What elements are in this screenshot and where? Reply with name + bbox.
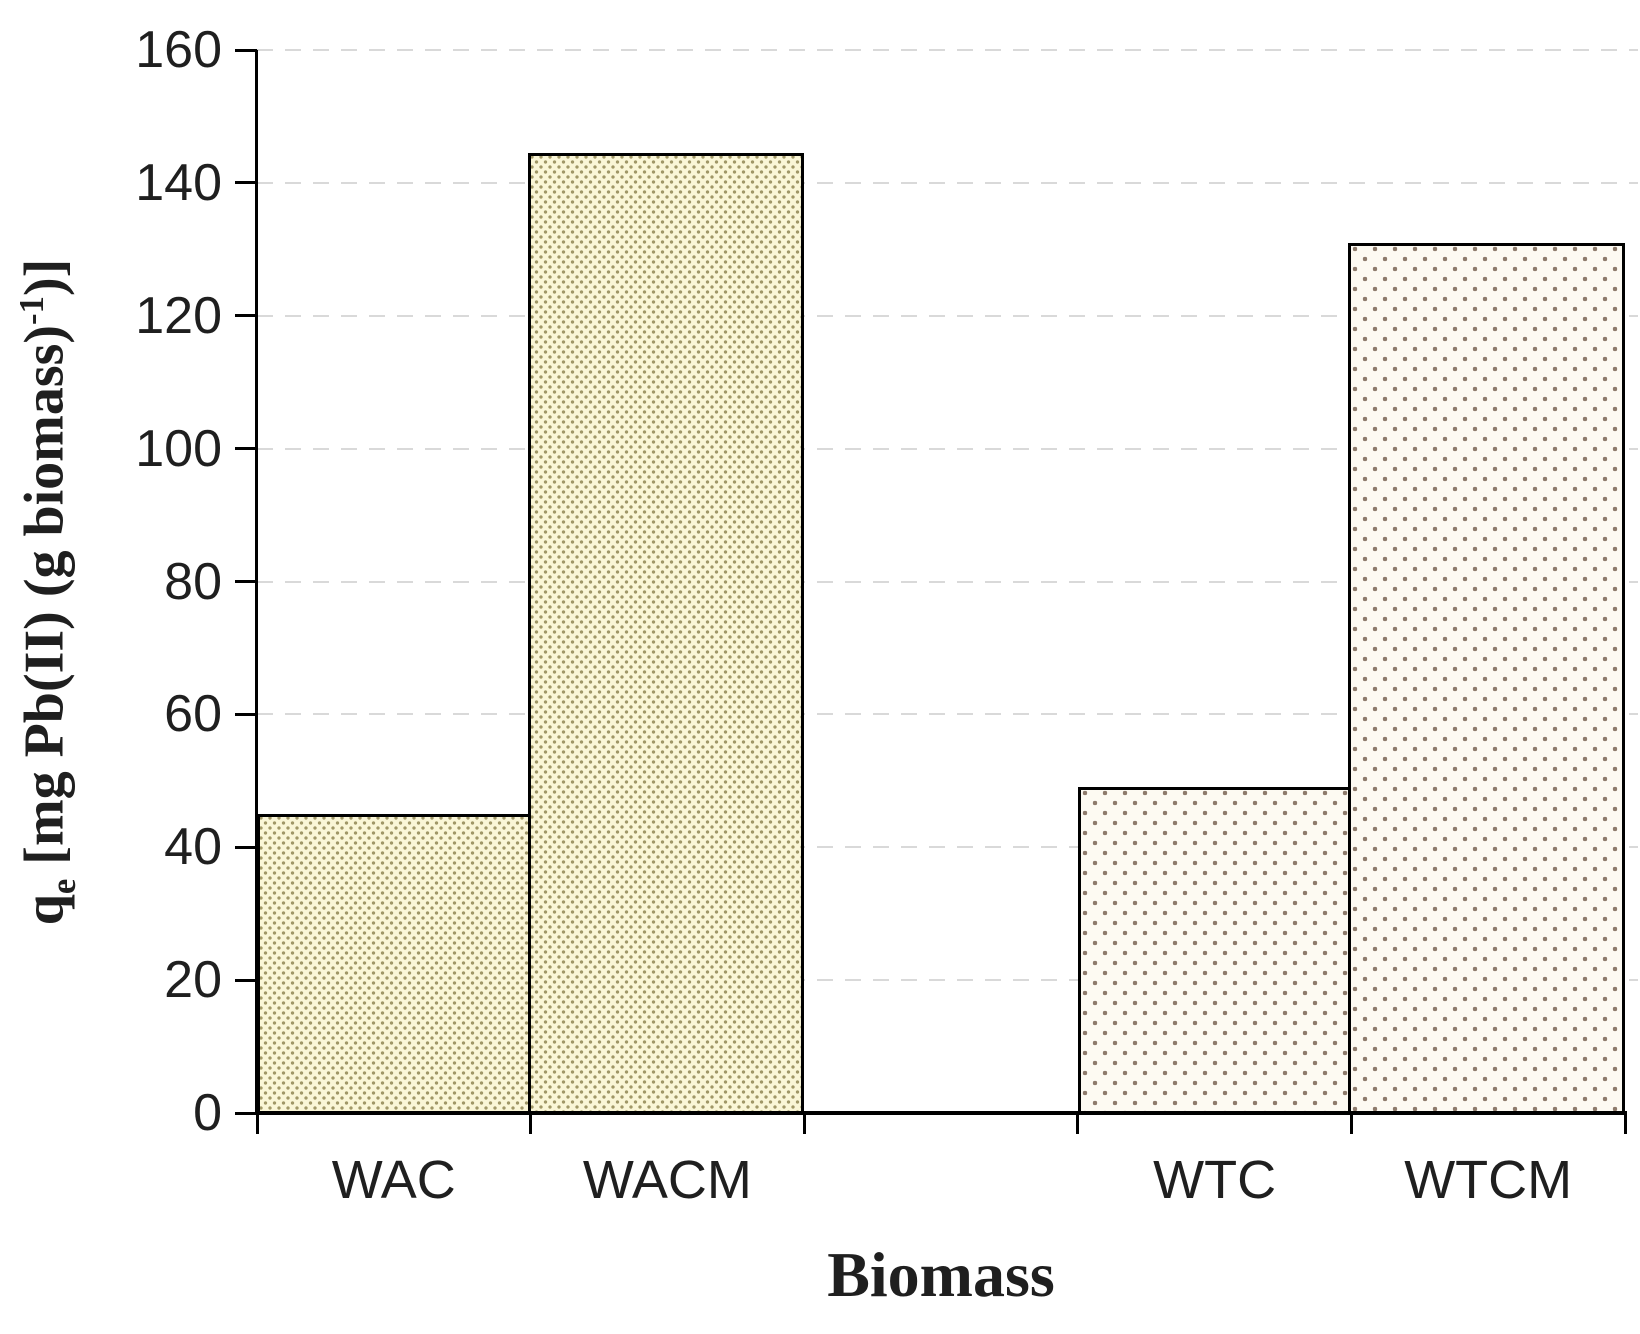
x-category-label-wac: WAC <box>331 1150 456 1210</box>
y-tick-label-100: 100 <box>135 419 222 478</box>
y-axis-exponent: -1 <box>12 296 52 325</box>
y-tick-80 <box>235 580 257 583</box>
x-axis-line <box>255 1111 1627 1115</box>
y-tick-label-40: 40 <box>164 818 222 877</box>
y-tick-140 <box>235 181 257 185</box>
gridline-y-20 <box>257 979 1638 982</box>
y-tick-40 <box>235 845 257 849</box>
gridline-y-140 <box>257 181 1638 184</box>
x-tick-5 <box>1623 1113 1627 1134</box>
gridline-y-40 <box>257 846 1638 849</box>
x-tick-4 <box>1349 1113 1353 1134</box>
y-axis-unit-close: )] <box>13 258 76 297</box>
y-tick-60 <box>235 712 257 716</box>
x-tick-2 <box>802 1113 806 1134</box>
y-tick-label-20: 20 <box>164 951 222 1010</box>
x-category-label-wacm: WACM <box>582 1150 752 1210</box>
x-category-label-wtc: WTC <box>1153 1150 1277 1210</box>
y-tick-0 <box>235 1111 257 1115</box>
gridline-y-100 <box>257 447 1638 450</box>
x-category-label-wtcm: WTCM <box>1404 1150 1573 1210</box>
gridline-y-120 <box>257 314 1638 317</box>
x-axis-title: Biomass <box>827 1239 1055 1310</box>
y-axis-title: qe [mg Pb(II) (g biomass)-1)] <box>12 259 84 926</box>
y-tick-label-140: 140 <box>135 153 222 212</box>
y-tick-label-120: 120 <box>135 286 222 345</box>
y-axis-variable-subscript: e <box>43 878 83 895</box>
x-tick-0 <box>255 1113 259 1134</box>
bar-wac <box>257 814 531 1115</box>
gridline-y-80 <box>257 580 1638 583</box>
bar-wtcm <box>1348 242 1625 1115</box>
y-tick-label-160: 160 <box>135 21 222 79</box>
y-tick-100 <box>235 447 257 451</box>
bar-wacm <box>527 152 805 1115</box>
y-axis-variable: q <box>13 894 76 926</box>
y-tick-label-60: 60 <box>164 685 222 744</box>
gridline-y-160 <box>257 49 1638 51</box>
y-tick-160 <box>235 48 257 52</box>
bar-wtc <box>1077 787 1352 1115</box>
y-tick-120 <box>235 314 257 318</box>
y-axis-unit-open: [mg Pb(II) (g biomass) <box>13 324 76 879</box>
y-axis-line <box>255 50 258 1115</box>
y-tick-label-0: 0 <box>193 1084 222 1142</box>
x-tick-3 <box>1076 1113 1080 1134</box>
x-tick-1 <box>529 1113 533 1134</box>
y-tick-20 <box>235 978 257 982</box>
y-tick-label-80: 80 <box>164 552 222 611</box>
gridline-y-60 <box>257 713 1638 716</box>
